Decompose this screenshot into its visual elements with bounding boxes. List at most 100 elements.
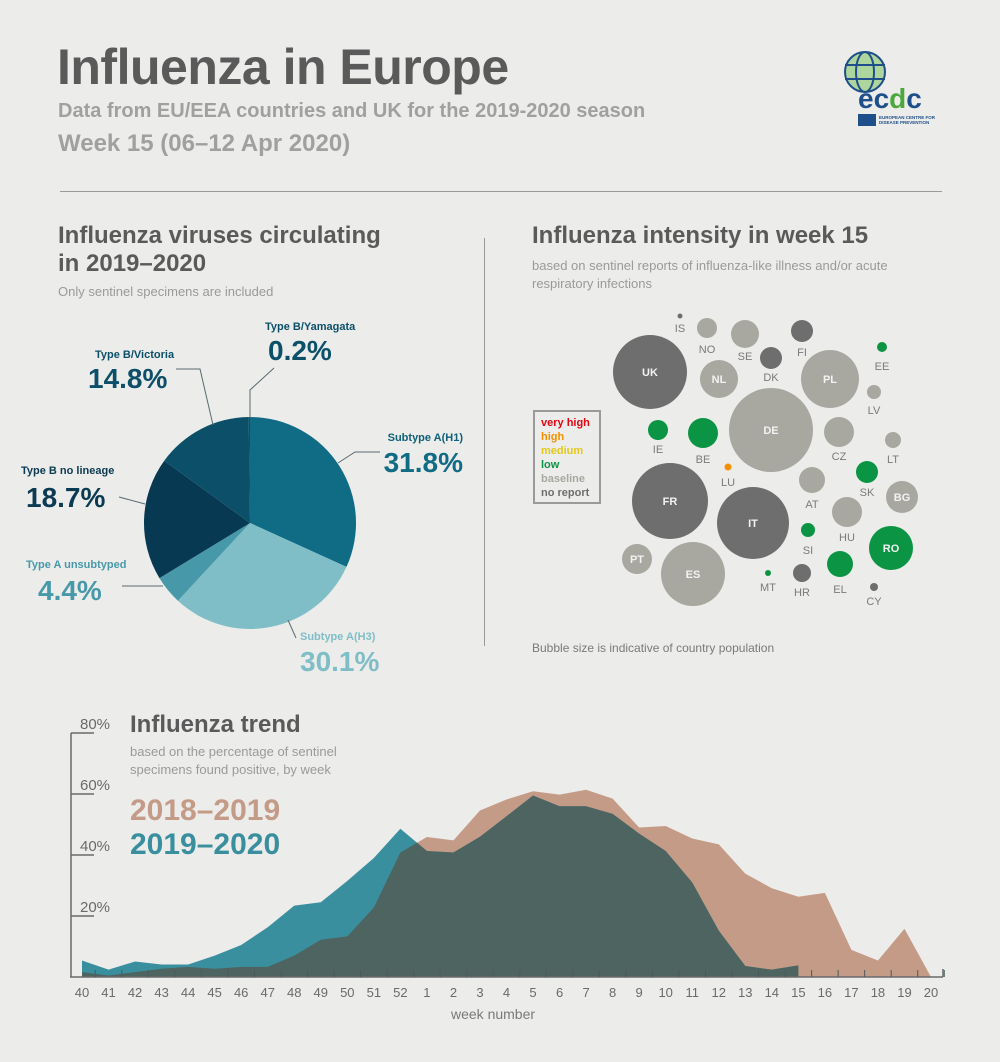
x-tick-label: 47 bbox=[260, 985, 274, 1000]
bubble-label-be: BE bbox=[696, 454, 711, 466]
pie-value: 14.8% bbox=[88, 363, 167, 394]
x-tick-label: 10 bbox=[658, 985, 672, 1000]
bubble-label-pt: PT bbox=[630, 554, 644, 566]
x-tick-label: 42 bbox=[128, 985, 142, 1000]
bubble-label-se: SE bbox=[738, 351, 753, 363]
bubble-chart: IS NO SE FI DK EE UK NL PL LV DE IE BE CZ LT LU SK BG AT FR… bbox=[613, 313, 918, 608]
x-tick-label: 51 bbox=[367, 985, 381, 1000]
bubble-cy bbox=[870, 583, 878, 591]
page-subtitle: Data from EU/EEA countries and UK for th… bbox=[58, 100, 646, 122]
x-tick-label: 44 bbox=[181, 985, 195, 1000]
pie-label: Type B no lineage bbox=[21, 465, 114, 477]
bubble-label-nl: NL bbox=[712, 374, 727, 386]
x-tick-label: 16 bbox=[818, 985, 832, 1000]
pie-slice-subtype-a-h1- bbox=[250, 417, 356, 567]
bubble-label-bg: BG bbox=[894, 492, 911, 504]
intensity-subtitle-line2: respiratory infections bbox=[532, 276, 652, 291]
bubble-cz bbox=[824, 417, 854, 447]
pie-slice-subtype-a-h3- bbox=[177, 523, 347, 629]
x-tick-label: 9 bbox=[636, 985, 643, 1000]
bubble-label-cy: CY bbox=[866, 596, 882, 608]
bubble-hu bbox=[832, 497, 862, 527]
bubble-label-pl: PL bbox=[823, 374, 837, 386]
legend-2019-2020: 2019–2020 bbox=[130, 828, 281, 861]
bubble-hr bbox=[793, 564, 811, 582]
bubble-is bbox=[677, 313, 683, 319]
x-tick-label: 19 bbox=[897, 985, 911, 1000]
bubble-be bbox=[688, 418, 718, 448]
x-tick-label: 8 bbox=[609, 985, 616, 1000]
pie-chart bbox=[144, 417, 356, 629]
bubble-label-at: AT bbox=[805, 499, 819, 511]
bubble-pt bbox=[622, 544, 652, 574]
bubble-it bbox=[717, 487, 789, 559]
intensity-title: Influenza intensity in week 15 bbox=[532, 222, 869, 249]
y-tick-label: 80% bbox=[80, 716, 110, 733]
x-tick-label: 12 bbox=[712, 985, 726, 1000]
svg-text:DISEASE PREVENTION: DISEASE PREVENTION bbox=[879, 120, 929, 125]
pie-label: Subtype A(H1) bbox=[388, 432, 464, 444]
trend-subtitle: based on the percentage of sentinel spec… bbox=[130, 743, 337, 779]
viruses-note: Only sentinel specimens are included bbox=[58, 284, 274, 299]
page-title: Influenza in Europe bbox=[57, 39, 509, 95]
x-tick-label: 41 bbox=[101, 985, 115, 1000]
bubble-label-ee: EE bbox=[875, 361, 890, 373]
bubble-footnote: Bubble size is indicative of country pop… bbox=[532, 641, 775, 655]
pie-value: 18.7% bbox=[26, 482, 105, 513]
trend-subtitle-line2: specimens found positive, by week bbox=[130, 762, 331, 777]
pie-value: 30.1% bbox=[300, 646, 379, 677]
header-divider bbox=[60, 191, 942, 192]
bubble-label-uk: UK bbox=[642, 367, 658, 379]
x-tick-label: 7 bbox=[582, 985, 589, 1000]
bubble-label-lu: LU bbox=[721, 477, 735, 489]
bubble-lu bbox=[724, 463, 732, 471]
bubble-lv bbox=[867, 385, 881, 399]
trend-subtitle-line1: based on the percentage of sentinel bbox=[130, 744, 337, 759]
bubble-label-fr: FR bbox=[663, 496, 678, 508]
svg-text:EUROPEAN CENTRE FOR: EUROPEAN CENTRE FOR bbox=[879, 115, 935, 120]
bubble-label-lt: LT bbox=[887, 454, 899, 466]
week-label: Week 15 (06–12 Apr 2020) bbox=[58, 130, 351, 157]
x-tick-label: 40 bbox=[75, 985, 89, 1000]
bubble-el bbox=[827, 551, 853, 577]
bubble-label-is: IS bbox=[675, 323, 685, 335]
bubble-ie bbox=[648, 420, 668, 440]
bubble-label-es: ES bbox=[686, 569, 701, 581]
bubble-fr bbox=[632, 463, 708, 539]
bubble-bg bbox=[886, 481, 918, 513]
bubble-label-no: NO bbox=[699, 344, 716, 356]
bubble-lt bbox=[885, 432, 901, 448]
section-divider bbox=[484, 238, 485, 646]
bubble-ro bbox=[869, 526, 913, 570]
x-tick-label: 14 bbox=[765, 985, 779, 1000]
legend-high: high bbox=[541, 431, 565, 443]
viruses-title: Influenza viruses circulating in 2019–20… bbox=[58, 222, 381, 278]
bubble-label-sk: SK bbox=[860, 487, 875, 499]
pie-value: 31.8% bbox=[384, 447, 463, 478]
x-tick-label: 49 bbox=[314, 985, 328, 1000]
x-tick-label: 15 bbox=[791, 985, 805, 1000]
bubble-label-mt: MT bbox=[760, 582, 776, 594]
legend-medium: medium bbox=[541, 445, 584, 457]
ecdc-logo: ecdc EUROPEAN CENTRE FOR DISEASE PREVENT… bbox=[840, 50, 936, 130]
x-tick-label: 46 bbox=[234, 985, 248, 1000]
bubble-label-hr: HR bbox=[794, 587, 810, 599]
intensity-subtitle: based on sentinel reports of influenza-l… bbox=[532, 257, 888, 293]
bubble-mt bbox=[765, 570, 771, 576]
bubble-fi bbox=[791, 320, 813, 342]
pie-leader-lines bbox=[118, 367, 380, 639]
x-tick-label: 43 bbox=[154, 985, 168, 1000]
x-tick-label: 3 bbox=[476, 985, 483, 1000]
pie-value: 0.2% bbox=[268, 335, 332, 366]
bubble-label-hu: HU bbox=[839, 532, 855, 544]
pie-label: Type A unsubtyped bbox=[26, 559, 126, 571]
x-tick-label: 5 bbox=[529, 985, 536, 1000]
intensity-legend: very high high medium low baseline no re… bbox=[533, 410, 601, 504]
legend-baseline: baseline bbox=[541, 473, 586, 485]
x-tick-label: 1 bbox=[423, 985, 430, 1000]
x-tick-label: 52 bbox=[393, 985, 407, 1000]
bubble-label-it: IT bbox=[748, 518, 758, 530]
legend-low: low bbox=[541, 459, 560, 471]
x-tick-label: 50 bbox=[340, 985, 354, 1000]
